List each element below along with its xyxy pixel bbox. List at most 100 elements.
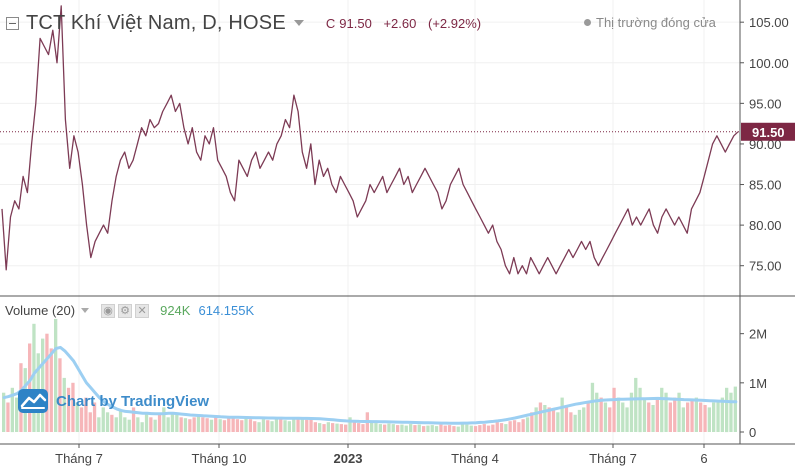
volume-bar — [309, 419, 313, 432]
volume-tick-label: 1M — [749, 376, 767, 391]
volume-bar — [10, 387, 14, 433]
volume-bar — [521, 419, 525, 432]
price-tick-label: 85.00 — [749, 178, 782, 193]
volume-bar — [543, 405, 547, 432]
volume-bar — [105, 412, 110, 432]
volume-bar — [456, 426, 460, 432]
volume-bar — [170, 412, 175, 432]
symbol-title[interactable]: TCT Khí Việt Nam, D, HOSE — [26, 11, 286, 34]
grid — [0, 0, 740, 444]
tradingview-watermark[interactable]: Chart by TradingView — [18, 389, 209, 413]
volume-bar — [292, 419, 296, 432]
volume-bar — [673, 397, 677, 432]
collapse-legend-icon[interactable] — [6, 16, 19, 30]
volume-ma-series-line — [2, 345, 738, 425]
volume-bar — [326, 422, 330, 432]
volume-bar — [140, 422, 144, 432]
volume-bar — [573, 414, 577, 432]
volume-bar — [58, 358, 62, 433]
volume-bar — [486, 425, 491, 432]
symbol-legend[interactable]: TCT Khí Việt Nam, D, HOSE C 91.50 +2.60 (… — [6, 10, 489, 36]
volume-bar — [339, 424, 343, 432]
volume-bar — [499, 423, 504, 432]
volume-bar — [720, 397, 724, 432]
volume-bar — [6, 402, 10, 432]
volume-legend[interactable]: Volume (20) ◉ ⚙ ✕ 924K 614.155K — [5, 303, 254, 318]
time-tick-label: Tháng 7 — [55, 451, 103, 466]
volume-bar — [422, 426, 426, 432]
volume-bar — [2, 392, 6, 432]
volume-bar — [534, 407, 538, 432]
volume-bar — [703, 405, 707, 432]
axes[interactable]: 105.00100.0095.0090.0085.0080.0075.00Thá… — [0, 15, 795, 466]
price-tick-label: 80.00 — [749, 218, 782, 233]
volume-bar — [586, 402, 590, 432]
volume-bar — [729, 392, 733, 432]
volume-bar — [283, 420, 287, 432]
volume-bar — [621, 402, 625, 432]
volume-bar — [413, 425, 417, 432]
volume-bar — [218, 419, 222, 432]
volume-bar — [699, 402, 703, 432]
volume-bar — [725, 387, 729, 433]
time-tick-label: 6 — [700, 451, 707, 466]
volume-bar — [45, 333, 49, 432]
volume-bar — [525, 417, 530, 433]
chevron-down-icon[interactable] — [293, 20, 304, 26]
volume-bar — [712, 402, 716, 432]
volume-bar — [634, 377, 638, 432]
volume-bar — [257, 422, 261, 432]
volume-bar — [556, 412, 560, 432]
volume-bar — [538, 402, 543, 432]
volume-bar — [162, 407, 166, 432]
change-value: +2.60 — [383, 15, 417, 31]
volume-bar — [183, 418, 188, 432]
volume-bar — [491, 424, 495, 432]
volume-bar — [322, 424, 326, 432]
volume-bars — [2, 318, 737, 433]
volume-bar — [560, 397, 564, 432]
volume-bar — [361, 424, 365, 432]
volume-bar — [313, 422, 317, 432]
gear-icon[interactable]: ⚙ — [118, 303, 133, 318]
volume-bar — [352, 422, 356, 432]
volume-bar — [54, 318, 58, 432]
volume-bar — [417, 424, 421, 432]
volume-bar — [495, 422, 499, 432]
volume-bar — [188, 419, 192, 432]
volume-chevron-down-icon[interactable] — [81, 308, 90, 313]
volume-bar — [166, 417, 170, 433]
volume-bar — [409, 424, 413, 432]
volume-bar — [426, 425, 430, 432]
volume-bar — [517, 422, 521, 432]
close-label: C — [325, 15, 336, 31]
volume-bar — [201, 417, 205, 433]
volume-bar — [374, 423, 378, 432]
volume-bar — [253, 421, 257, 432]
volume-bar — [590, 382, 595, 432]
close-icon[interactable]: ✕ — [135, 303, 150, 318]
market-status: Thị trường đóng cửa — [584, 15, 716, 30]
volume-title[interactable]: Volume (20) — [5, 303, 76, 318]
volume-bar — [318, 423, 322, 432]
volume-bar — [222, 420, 227, 432]
price-line — [1, 5, 739, 275]
volume-bar — [357, 423, 361, 432]
volume-bar — [434, 426, 439, 432]
volume-bar — [331, 423, 335, 432]
volume-tick-label: 0 — [749, 425, 756, 440]
volume-bar — [551, 409, 556, 432]
volume-bar — [625, 407, 629, 432]
volume-bar — [460, 422, 465, 432]
volume-bar — [270, 421, 274, 432]
volume-bar — [504, 424, 508, 432]
volume-bar — [79, 407, 84, 432]
volume-bar — [344, 424, 348, 432]
volume-bar — [716, 400, 720, 432]
volume-bar — [62, 377, 66, 432]
eye-icon[interactable]: ◉ — [101, 303, 116, 318]
volume-bar — [92, 402, 97, 432]
volume-bar — [131, 407, 136, 432]
